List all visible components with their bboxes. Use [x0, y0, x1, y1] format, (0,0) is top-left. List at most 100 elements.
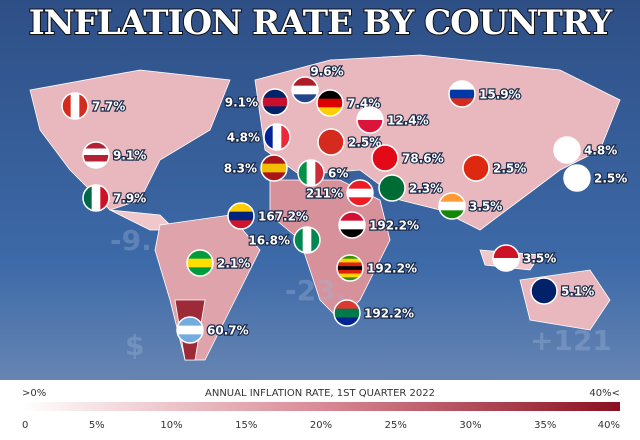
legend-tick: 25% [385, 420, 407, 431]
country-label: 2.5% [493, 162, 526, 176]
flag-rim [356, 106, 384, 134]
flag-rim [293, 226, 321, 254]
flag-stripe [334, 300, 360, 310]
flag-stripe [531, 291, 557, 304]
flag [292, 77, 318, 103]
country-label: 5.1% [561, 285, 594, 299]
flag-rim [260, 154, 288, 182]
flag-rim [61, 92, 89, 120]
flag-stripe [439, 210, 465, 219]
legend-tick: 40% [598, 420, 620, 431]
flag [357, 107, 383, 133]
flag-stripe [187, 267, 213, 276]
flag-stripe [83, 185, 93, 211]
flag [83, 142, 109, 168]
flag-stripe [261, 155, 287, 165]
flag-rim [176, 316, 204, 344]
country-label: 211% [306, 187, 343, 201]
flag-stripe [292, 94, 318, 103]
flag-rim [448, 80, 476, 108]
country-label: 192.2% [364, 307, 414, 321]
flag [83, 185, 109, 211]
country-label: 2.1% [217, 257, 250, 271]
country-label: 15.9% [479, 88, 521, 102]
land [29, 54, 621, 361]
flag-stripe [449, 81, 475, 91]
flag [298, 160, 324, 186]
country-label: 4.8% [584, 144, 617, 158]
flag-stripe [564, 165, 590, 179]
country-label: 167.2% [258, 210, 308, 224]
flag-stripe [379, 188, 405, 201]
legend-tick: 0 [22, 420, 28, 431]
flag-rim [186, 249, 214, 277]
legend-title: ANNUAL INFLATION RATE, 1ST QUARTER 2022 [205, 388, 435, 399]
country-label: 3.5% [469, 200, 502, 214]
legend-scale [22, 402, 620, 411]
flag-stripe [177, 317, 203, 327]
flag [493, 245, 519, 271]
country-label: 192.2% [367, 262, 417, 276]
country-label: 4.8% [227, 131, 260, 145]
flag-stripe [261, 172, 287, 181]
flag [261, 155, 287, 181]
legend-tick: 15% [235, 420, 257, 431]
flag-stripe [177, 334, 203, 343]
flag-stripe [83, 155, 109, 162]
flag-stripe [449, 89, 475, 99]
flag-rim [316, 89, 344, 117]
flag-stripe [294, 227, 304, 253]
flag [339, 212, 365, 238]
flag-rim [291, 76, 319, 104]
flag-stripe [262, 89, 288, 99]
flag-stripe [379, 175, 405, 189]
flag [337, 255, 363, 281]
background-text: +121 [530, 324, 612, 357]
flag [187, 250, 213, 276]
flag-stripe [272, 124, 282, 150]
flag [318, 129, 344, 155]
country-label: 6% [328, 167, 348, 181]
flag-stripe [318, 129, 344, 143]
flag-stripe [339, 220, 365, 230]
flag-stripe [228, 211, 254, 221]
country-label: 192.2% [369, 219, 419, 233]
country-label: 3.5% [523, 252, 556, 266]
flag-stripe [339, 229, 365, 238]
flag-stripe [337, 277, 363, 281]
flag-stripe [302, 227, 312, 253]
flag-stripe [337, 255, 363, 260]
flag-stripe [187, 250, 213, 260]
flag-stripe [317, 90, 343, 100]
country-label: 12.4% [387, 114, 429, 128]
flag [554, 137, 580, 163]
flag-stripe [347, 197, 373, 206]
flag-stripe [228, 220, 254, 229]
flag-stripe [315, 160, 324, 186]
flag-stripe [177, 325, 203, 335]
flag [294, 227, 320, 253]
country-label: 60.7% [207, 324, 249, 338]
flag-stripe [493, 258, 519, 271]
flag-stripe [347, 188, 373, 198]
flag [463, 155, 489, 181]
flag-stripe [79, 93, 88, 119]
country-label: 2.3% [409, 182, 442, 196]
flag [379, 175, 405, 201]
flag-rim [563, 164, 591, 192]
flag-stripe [334, 317, 360, 326]
flag [228, 203, 254, 229]
legend-tick: 20% [310, 420, 332, 431]
flag-stripe [449, 98, 475, 107]
flag-stripe [83, 148, 109, 156]
flag-stripe [337, 273, 363, 278]
flag-rim [227, 202, 255, 230]
flag-stripe [70, 93, 80, 119]
country-label: 9.6% [310, 65, 343, 79]
flag-stripe [306, 160, 316, 186]
flag-stripe [83, 161, 109, 168]
flag-rim [462, 154, 490, 182]
legend-min: >0% [22, 388, 46, 399]
flag [317, 90, 343, 116]
